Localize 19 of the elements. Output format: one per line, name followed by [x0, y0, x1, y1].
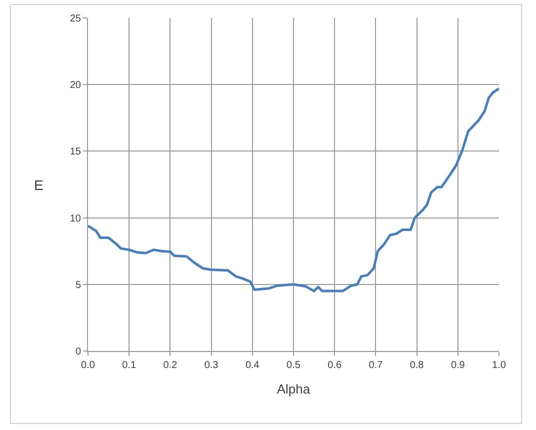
x-tick-label: 0.3	[204, 360, 219, 371]
x-tick-label: 0.5	[286, 360, 301, 371]
y-tick-label: 5	[75, 280, 82, 291]
x-tick-label: 0.9	[450, 360, 466, 371]
x-tick-label: 0.0	[81, 360, 96, 371]
y-tick-label: 10	[70, 213, 82, 224]
y-tick-label: 15	[70, 146, 82, 158]
y-axis-title: E	[34, 177, 44, 193]
x-tick-label: 0.4	[245, 360, 260, 371]
x-tick-label: 0.6	[328, 360, 342, 371]
x-tick-label: 0.7	[368, 360, 384, 371]
y-tick-label: 0	[75, 346, 82, 358]
x-tick-label: 0.1	[122, 360, 136, 371]
x-tick-label: 0.2	[163, 360, 178, 371]
x-tick-label: 0.8	[410, 360, 424, 371]
x-axis-title: Alpha	[276, 382, 311, 397]
x-tick-label: 1.0	[492, 360, 506, 371]
y-tick-label: 20	[70, 80, 82, 92]
y-tick-label: 25	[70, 14, 82, 24]
